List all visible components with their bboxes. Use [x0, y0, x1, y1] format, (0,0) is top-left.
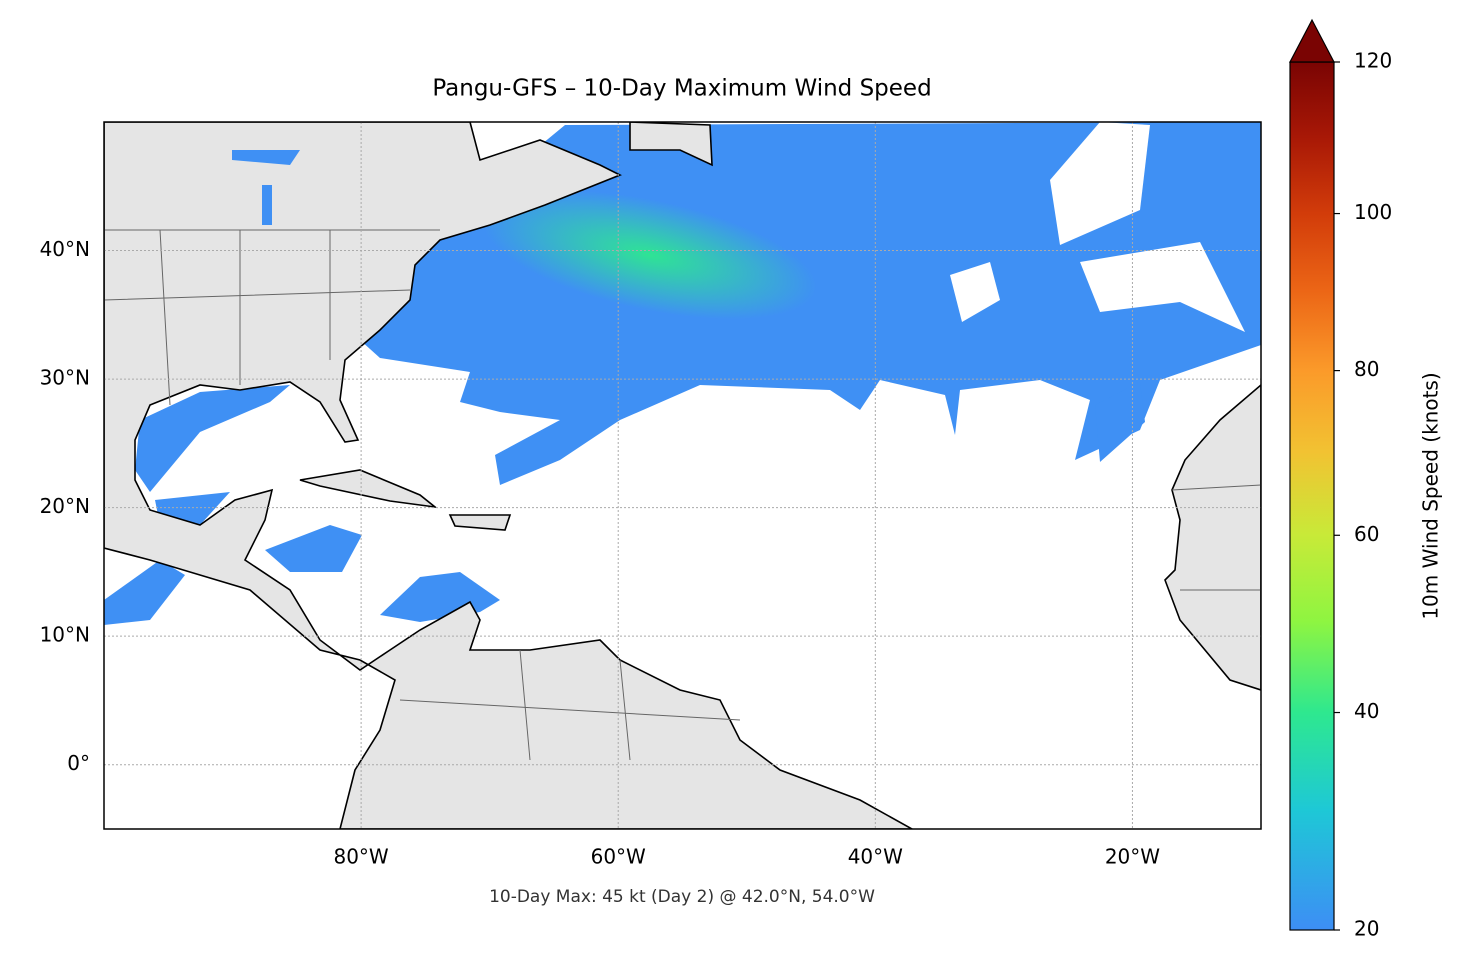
y-tick-label: 10°N — [40, 623, 90, 647]
colorbar-tick-label: 40 — [1354, 699, 1379, 723]
x-tick-label: 40°W — [848, 845, 903, 869]
y-tick-label: 30°N — [40, 366, 90, 390]
title: Pangu-GFS – 10-Day Maximum Wind Speed — [432, 76, 931, 102]
colorbar-label: 10m Wind Speed (knots) — [1419, 372, 1443, 619]
colorbar-tick-label: 20 — [1354, 917, 1379, 941]
x-tick-label: 80°W — [333, 845, 388, 869]
map-frame — [103, 121, 1262, 830]
land — [104, 122, 1261, 829]
y-tick-label: 40°N — [40, 237, 90, 261]
colorbar-tick-label: 80 — [1354, 357, 1379, 381]
wind-field — [104, 122, 1261, 625]
colorbar-extend — [1289, 18, 1335, 63]
colorbar: 20 40 60 80 100 120 — [1289, 18, 1392, 941]
colorbar-tick-label: 60 — [1354, 522, 1379, 546]
y-tick-label: 20°N — [40, 494, 90, 518]
map-area — [104, 122, 1261, 829]
map-ticks: 80°W 60°W 40°W 20°W 0° 10°N 20°N 30°N 40°N — [40, 237, 1161, 868]
colorbar-tick-label: 100 — [1354, 200, 1392, 224]
gridlines — [104, 122, 1261, 829]
x-tick-label: 20°W — [1105, 845, 1160, 869]
colorbar-tick-label: 120 — [1354, 49, 1392, 73]
y-tick-label: 0° — [67, 751, 90, 775]
x-tick-label: 60°W — [591, 845, 646, 869]
annotation: 10-Day Max: 45 kt (Day 2) @ 42.0°N, 54.0… — [489, 887, 875, 907]
colorbar-ramp — [1289, 61, 1335, 931]
